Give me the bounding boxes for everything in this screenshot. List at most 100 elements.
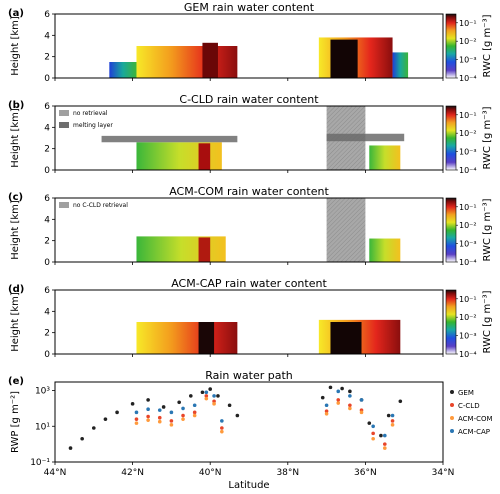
legend-swatch — [59, 202, 69, 208]
y-tick-label: 10¹ — [35, 422, 50, 432]
melting-layer-band-south — [326, 133, 405, 142]
data-point — [371, 424, 375, 429]
legend-label: C-CLD — [458, 402, 480, 410]
colorbar-bar — [445, 289, 457, 355]
data-point — [324, 403, 329, 408]
data-point — [157, 415, 162, 420]
colorbar-tick-label: 10⁻⁴ — [459, 258, 477, 267]
colorbar-tick-label: 10⁻⁴ — [459, 166, 477, 175]
y-tick-label: 0 — [44, 74, 50, 84]
data-point — [92, 426, 96, 430]
rwc-region-south-edge — [392, 52, 409, 78]
rwc-region-south — [369, 145, 401, 170]
data-point — [103, 417, 108, 421]
panel-title: ACM-COM rain water content — [169, 185, 329, 198]
data-point — [192, 410, 197, 415]
plot-frame — [54, 197, 444, 263]
colorbar: 10⁻¹ 10⁻² 10⁻³ 10⁻⁴ RWC [g m⁻³] — [445, 197, 493, 267]
panel-content — [136, 319, 401, 354]
colorbar-bar — [445, 105, 457, 171]
data-point — [390, 419, 395, 423]
y-tick-label: 2 — [44, 237, 50, 247]
colorbar-tick-label: 10⁻¹ — [459, 19, 477, 28]
colorbar-label: RWC [g m⁻³] — [482, 14, 493, 77]
data-point — [235, 413, 240, 418]
data-point — [192, 403, 197, 408]
panel-a: 0 2 4 6 GEM rain water content (a)Height [km]… — [8, 1, 493, 84]
y-axis-label: Height [km] — [10, 16, 21, 76]
colorbar: 10⁻¹ 10⁻² 10⁻³ 10⁻⁴ RWC [g m⁻³] — [445, 13, 493, 83]
rwc-region-north — [136, 236, 226, 262]
data-point — [134, 421, 139, 425]
series-acm-com — [134, 396, 395, 450]
colorbar-tick-label: 10⁻² — [459, 37, 477, 46]
legend-marker — [450, 416, 454, 420]
x-axis-label: Latitude — [228, 480, 269, 491]
data-point — [146, 407, 150, 412]
data-point — [328, 385, 333, 390]
data-point — [390, 423, 395, 427]
data-point — [320, 395, 325, 400]
data-point — [220, 429, 224, 434]
colorbar-tick-label: 10⁻⁴ — [459, 350, 477, 359]
data-point — [359, 410, 364, 415]
colorbar-bar — [445, 13, 457, 79]
data-point — [169, 423, 174, 427]
colorbar-tick-label: 10⁻⁴ — [459, 74, 477, 83]
data-point — [398, 399, 403, 404]
colorbar-label: RWC [g m⁻³] — [482, 106, 493, 169]
legend: GEM C-CLD ACM-COM ACM-CAP — [450, 389, 493, 436]
y-axis-label: RWP [g m⁻²] — [10, 391, 21, 453]
data-point — [336, 398, 341, 402]
data-point — [157, 408, 162, 412]
panel-c: 0 2 4 6 ACM-COM rain water content (c)Height … — [8, 185, 493, 268]
data-point — [383, 433, 387, 438]
data-point — [68, 446, 73, 450]
y-tick-label: 6 — [44, 10, 50, 20]
data-point — [161, 405, 166, 409]
series-gem — [68, 385, 403, 450]
legend-label: no retrieval — [73, 110, 108, 117]
plot-frame — [54, 381, 444, 463]
legend: no C-CLD retrieval — [59, 202, 128, 209]
y-axis-label: Height [km] — [10, 292, 21, 352]
data-point — [386, 413, 391, 418]
rwc-core-north — [202, 42, 218, 78]
legend-label: ACM-COM — [458, 415, 493, 423]
data-point — [340, 386, 344, 391]
data-point — [192, 413, 197, 418]
data-point — [367, 421, 372, 425]
x-tick-label: 40°N — [199, 468, 222, 478]
colorbar: 10⁻¹ 10⁻² 10⁻³ 10⁻⁴ RWC [g m⁻³] — [445, 105, 493, 175]
data-point — [181, 413, 185, 418]
rwc-region-north — [136, 322, 238, 354]
panel-title: ACM-CAP rain water content — [171, 277, 327, 290]
data-point — [383, 442, 387, 446]
data-point — [212, 399, 216, 404]
colorbar-tick-label: 10⁻³ — [459, 148, 477, 157]
data-point — [169, 419, 174, 423]
colorbar-tick-label: 10⁻¹ — [459, 111, 477, 120]
rwc-region-north — [136, 46, 238, 78]
y-tick-label: 10⁻¹ — [30, 458, 50, 468]
y-tick-label: 4 — [44, 123, 50, 133]
data-point — [348, 389, 352, 394]
data-point — [348, 403, 352, 408]
panel-letter: (b) — [8, 100, 24, 111]
panel-content — [109, 37, 409, 78]
rwc-region-south — [369, 238, 401, 262]
panel-title: C-CLD rain water content — [179, 93, 319, 106]
legend-label: melting layer — [73, 122, 113, 129]
data-point — [169, 410, 174, 415]
y-tick-label: 0 — [44, 166, 50, 176]
legend-marker — [450, 403, 454, 407]
data-point — [324, 409, 329, 413]
colorbar-label: RWC [g m⁻³] — [482, 290, 493, 353]
data-point — [324, 411, 329, 416]
colorbar-tick-label: 10⁻² — [459, 129, 477, 138]
data-point — [348, 406, 352, 411]
legend-marker — [450, 429, 454, 433]
colorbar-tick-label: 10⁻³ — [459, 332, 477, 341]
x-tick-label: 44°N — [44, 468, 67, 478]
y-tick-label: 6 — [44, 194, 50, 204]
